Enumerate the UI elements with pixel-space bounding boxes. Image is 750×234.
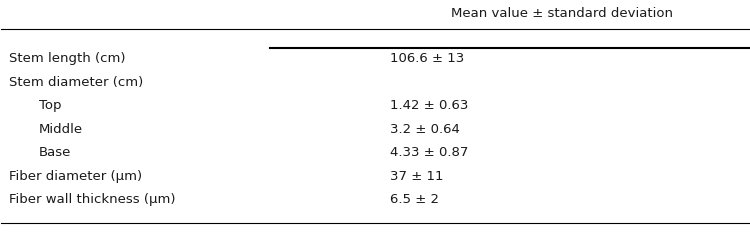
Text: 4.33 ± 0.87: 4.33 ± 0.87 <box>390 146 468 159</box>
Text: 106.6 ± 13: 106.6 ± 13 <box>390 52 464 65</box>
Text: 3.2 ± 0.64: 3.2 ± 0.64 <box>390 123 460 136</box>
Text: Mean value ± standard deviation: Mean value ± standard deviation <box>451 7 673 20</box>
Text: Fiber wall thickness (μm): Fiber wall thickness (μm) <box>9 193 176 206</box>
Text: Middle: Middle <box>39 123 82 136</box>
Text: Base: Base <box>39 146 71 159</box>
Text: Stem length (cm): Stem length (cm) <box>9 52 125 65</box>
Text: 6.5 ± 2: 6.5 ± 2 <box>390 193 439 206</box>
Text: Stem diameter (cm): Stem diameter (cm) <box>9 76 143 89</box>
Text: 1.42 ± 0.63: 1.42 ± 0.63 <box>390 99 468 112</box>
Text: Fiber diameter (μm): Fiber diameter (μm) <box>9 169 142 183</box>
Text: Top: Top <box>39 99 62 112</box>
Text: 37 ± 11: 37 ± 11 <box>390 169 443 183</box>
